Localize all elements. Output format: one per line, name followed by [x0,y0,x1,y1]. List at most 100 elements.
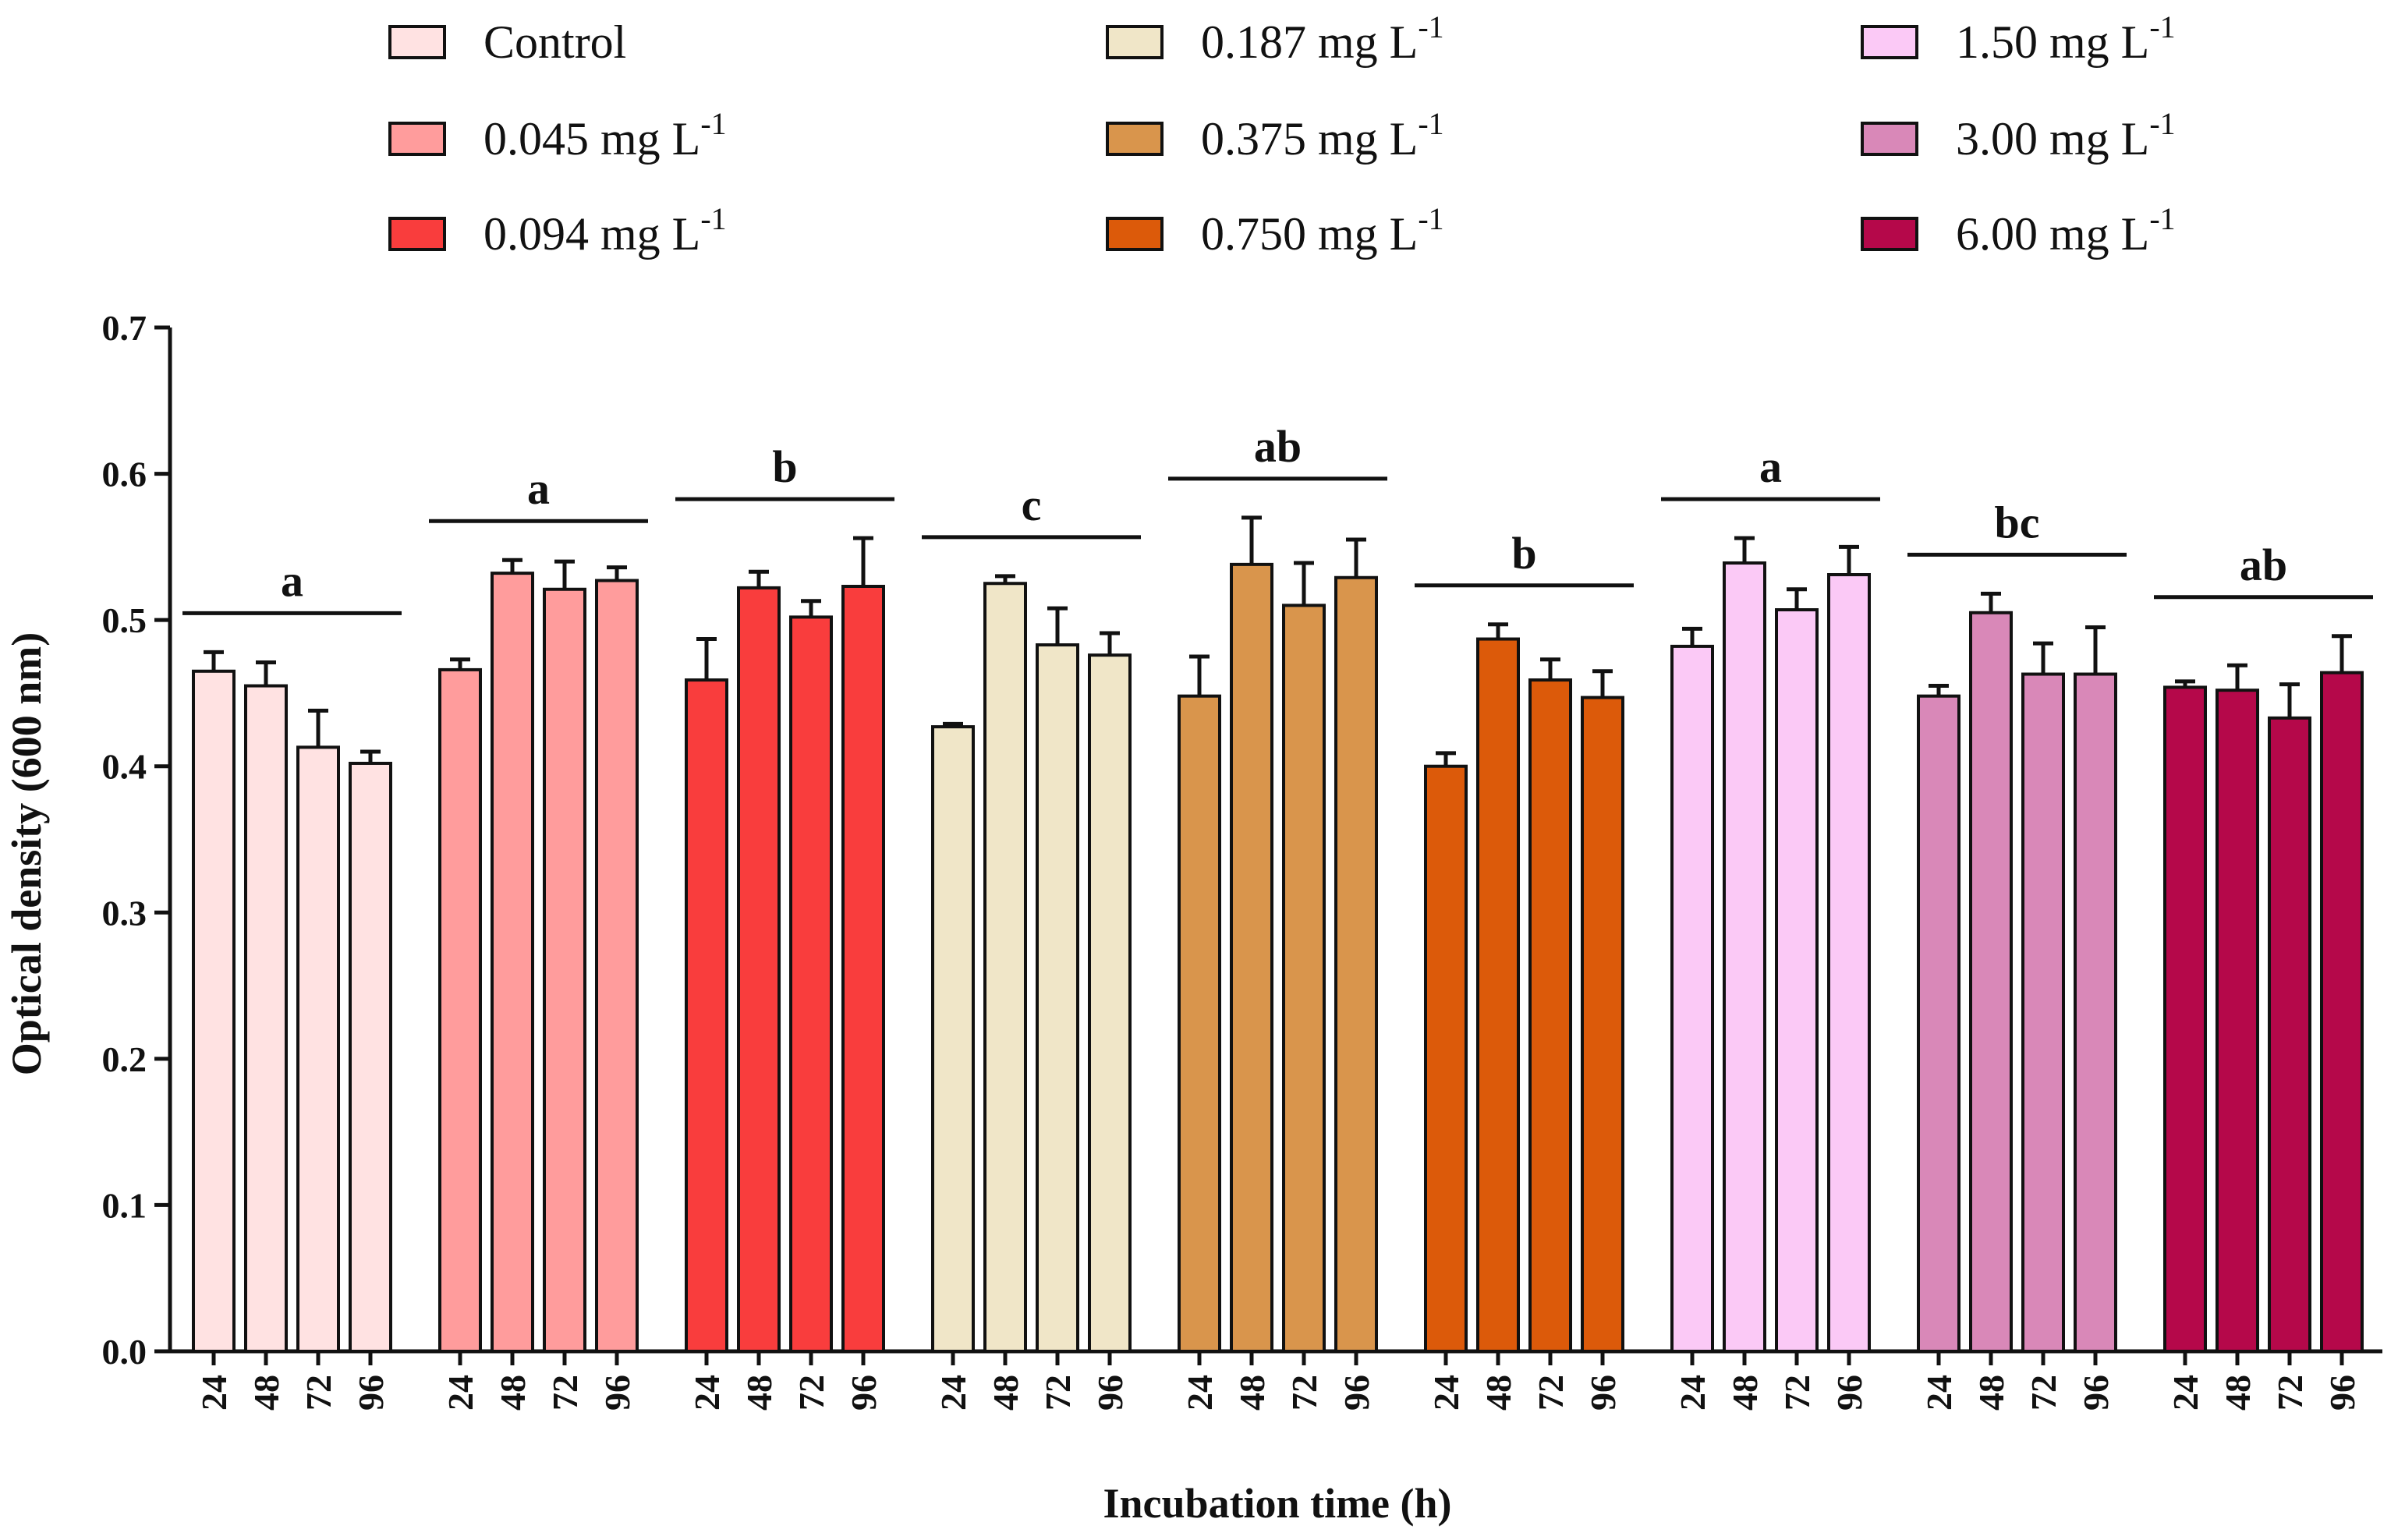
x-tick-label: 24 [1919,1375,1959,1411]
bar [931,725,975,1353]
x-tick-label: 96 [1090,1375,1130,1411]
legend-label-superscript: -1 [700,106,726,141]
legend-item: 6.00 mg L-1 [1861,201,2176,260]
significance-letter: b [772,441,797,492]
bar [2216,689,2259,1353]
x-tick-label: 72 [545,1375,585,1411]
legend: Control 0.045 mg L-1 0.094 mg L-1 0.187 mg … [388,9,2176,260]
bar [789,615,833,1353]
x-tick-label: 72 [1531,1375,1571,1411]
bar [244,684,288,1353]
bar [1775,608,1819,1353]
significance-letter: ab [1254,421,1302,472]
x-tick-label: 72 [2024,1375,2063,1411]
bar [2021,672,2065,1353]
legend-swatch [388,122,446,156]
legend-label-superscript: -1 [2149,201,2175,236]
y-tick-label: 0.1 [102,1185,147,1225]
bar [2163,685,2207,1353]
legend-item: 0.094 mg L-1 [388,201,727,260]
plot-area: 0.0 0.1 0.2 0.3 0.4 0.5 0.6 0.7 24 48 72 96 a 24 48 72 9… [102,308,2382,1411]
x-tick-label: 96 [597,1375,637,1411]
legend-item: 1.50 mg L-1 [1861,9,2176,68]
legend-item: 3.00 mg L-1 [1861,106,2176,165]
x-tick-label: 48 [1971,1375,2011,1411]
bar [1088,653,1132,1353]
significance-letter: a [1759,441,1782,492]
bar [737,586,781,1353]
legend-swatch [388,217,446,251]
x-tick-label: 72 [2270,1375,2310,1411]
significance-letter: c [1022,480,1042,530]
legend-label-superscript: -1 [1418,9,1443,44]
x-tick-label: 72 [792,1375,831,1411]
bar-group: 24 48 72 96 ab [1168,421,1387,1411]
x-tick-label: 48 [246,1375,286,1411]
legend-label: 0.045 mg L-1 [483,106,727,165]
legend-swatch [1106,217,1164,251]
significance-letter: a [281,555,303,606]
x-axis-title: Incubation time (h) [1103,1480,1451,1527]
bar [1528,678,1572,1353]
x-tick-label: 48 [1232,1375,1272,1411]
bar [1969,611,2013,1353]
legend-item: Control [388,16,626,68]
bar [1476,637,1520,1353]
x-tick-label: 24 [194,1375,234,1411]
bar [2320,671,2364,1353]
x-tick-label: 96 [2076,1375,2116,1411]
legend-swatch [1861,122,1918,156]
bar [1036,643,1079,1353]
legend-swatch [1861,25,1918,59]
bar [192,669,236,1353]
legend-label: 0.094 mg L-1 [483,201,727,260]
bar [1917,694,1960,1353]
bar-group: 24 48 72 96 b [675,441,894,1411]
bar [983,582,1027,1353]
y-tick-label: 0.4 [102,747,147,787]
x-tick-label: 48 [986,1375,1025,1411]
bar [841,585,885,1353]
bar-group: 24 48 72 96 c [922,480,1141,1411]
bar [2074,672,2117,1353]
significance-letter: ab [2240,540,2287,590]
legend-label: 1.50 mg L-1 [1956,9,2176,68]
bar-group: 24 48 72 96 bc [1907,497,2127,1411]
bar [685,678,728,1353]
significance-letter: b [1511,528,1536,579]
bar [595,579,639,1353]
x-tick-label: 24 [933,1375,973,1411]
x-tick-label: 48 [1479,1375,1518,1411]
legend-item: 0.187 mg L-1 [1106,9,1444,68]
x-tick-label: 96 [2322,1375,2362,1411]
x-tick-label: 48 [739,1375,779,1411]
legend-swatch [1106,25,1164,59]
bar [1581,696,1624,1353]
bar [1334,575,1378,1353]
legend-swatch [1861,217,1918,251]
x-tick-label: 48 [2218,1375,2258,1411]
x-tick-label: 24 [2166,1375,2205,1411]
bar-group: 24 48 72 96 a [1661,441,1880,1411]
y-tick-label: 0.2 [102,1039,147,1079]
x-tick-label: 24 [1673,1375,1713,1411]
bar-group: 24 48 72 96 a [429,463,648,1411]
bar [1230,562,1273,1353]
x-tick-label: 96 [1583,1375,1623,1411]
legend-label-superscript: -1 [2149,106,2175,141]
x-tick-label: 72 [1038,1375,1078,1411]
legend-label: 3.00 mg L-1 [1956,106,2176,165]
x-tick-label: 96 [1337,1375,1376,1411]
bar-group: 24 48 72 96 b [1415,528,1634,1411]
bar [349,761,392,1353]
bar [2268,716,2311,1353]
legend-label: 0.750 mg L-1 [1201,201,1444,260]
legend-swatch [388,25,446,59]
bar [438,667,482,1353]
significance-letter: bc [1995,497,2040,547]
legend-label: 0.375 mg L-1 [1201,106,1444,165]
x-tick-label: 72 [299,1375,338,1411]
bar-group: 24 48 72 96 ab [2154,540,2373,1411]
x-tick-label: 24 [687,1375,727,1411]
